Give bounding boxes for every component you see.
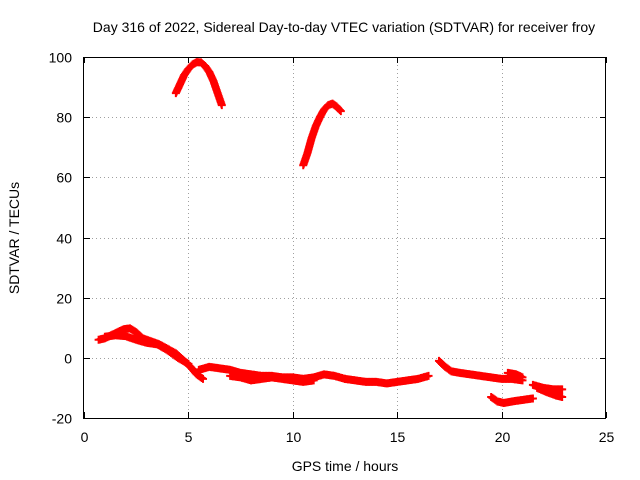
data-point (184, 359, 193, 368)
data-point (335, 106, 344, 115)
y-tick-label: 20 (56, 291, 72, 307)
series-low-j (533, 383, 567, 401)
data-point (199, 374, 208, 383)
plot-frame (83, 57, 606, 419)
series-arc-high-1 (171, 58, 226, 110)
y-axis-label: SDTVAR / TECUs (6, 182, 22, 294)
x-tick-label: 25 (599, 429, 615, 445)
x-tick-label: 20 (495, 429, 511, 445)
series-low-e (341, 371, 433, 388)
x-axis-label: GPS time / hours (292, 458, 399, 474)
data-point (528, 394, 537, 403)
x-tick-label: 10 (286, 429, 302, 445)
x-tick-label: 15 (390, 429, 406, 445)
series-low-d (226, 371, 318, 386)
data-point (309, 376, 318, 385)
data-marks (94, 58, 567, 407)
data-point (558, 385, 567, 394)
y-tick-label: 60 (56, 170, 72, 186)
y-tick-label: 0 (64, 351, 72, 367)
series-low-g (503, 368, 527, 382)
chart-title: Day 316 of 2022, Sidereal Day-to-day VTE… (93, 19, 595, 35)
series-low-b (100, 331, 193, 368)
data-point (518, 373, 527, 382)
data-point (424, 371, 433, 380)
data-point (336, 107, 345, 116)
y-tick-label: 80 (56, 110, 72, 126)
series-low-h (487, 392, 537, 407)
data-point (558, 392, 567, 401)
data-point (217, 101, 226, 110)
grid-lines (84, 57, 606, 418)
y-tick-label: 40 (56, 231, 72, 247)
series-arc-high-2 (299, 99, 345, 170)
y-tick-label: -20 (52, 411, 72, 427)
x-tick-label: 0 (81, 429, 89, 445)
y-tick-label: 100 (49, 50, 73, 66)
axis-ticks: 0 5 10 15 20 25 -20 0 20 40 60 80 100 (49, 50, 615, 446)
x-tick-label: 5 (185, 429, 193, 445)
